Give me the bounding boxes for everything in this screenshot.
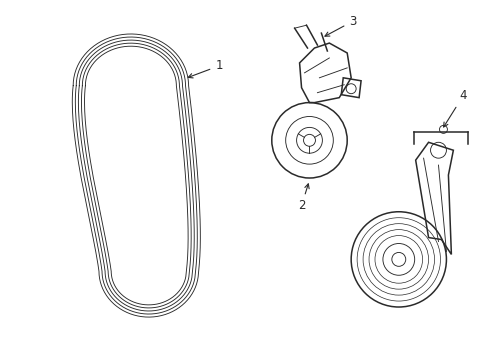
Text: 3: 3: [325, 15, 356, 36]
Text: 4: 4: [443, 89, 466, 127]
Text: 1: 1: [188, 59, 222, 78]
Text: 2: 2: [297, 184, 308, 212]
